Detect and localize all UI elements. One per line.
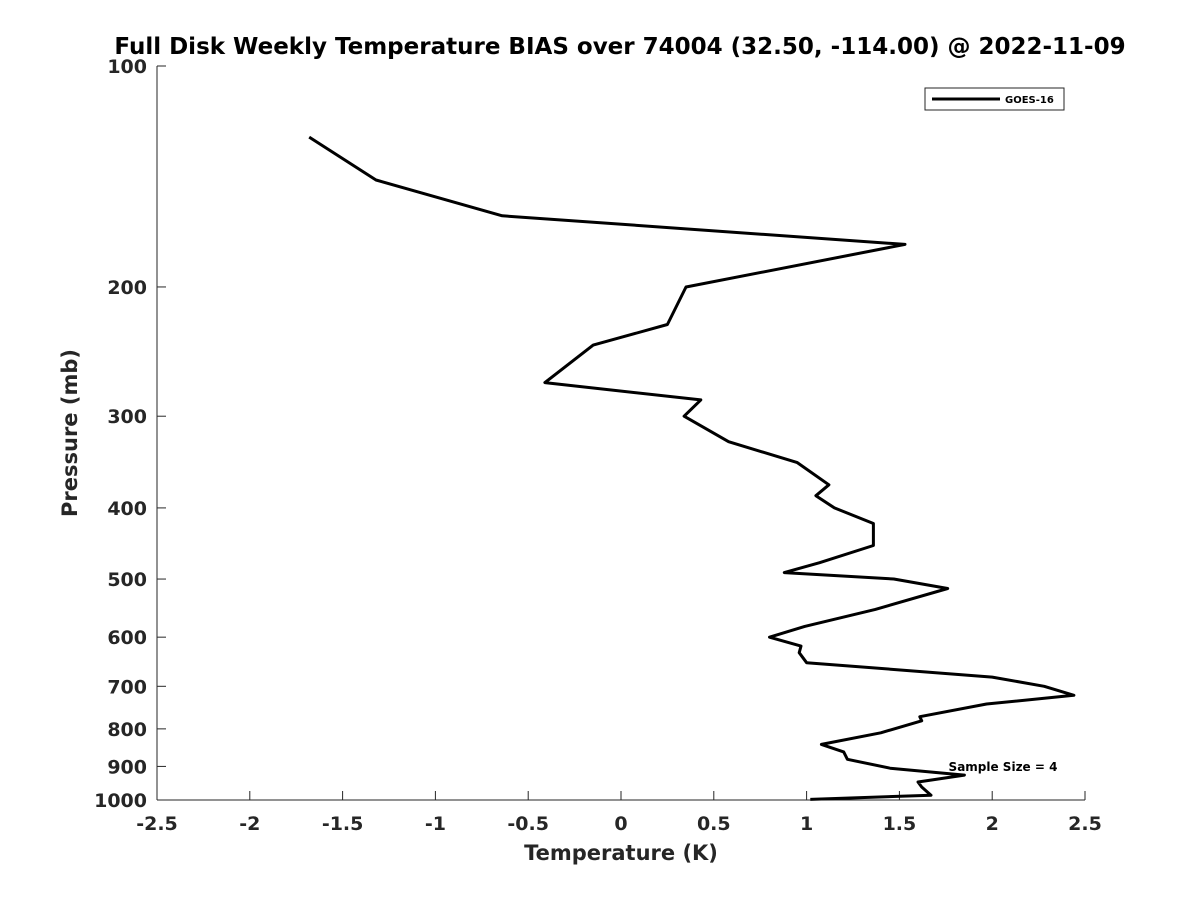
sample-size-annotation: Sample Size = 4 [949, 760, 1058, 774]
y-tick-label: 900 [107, 756, 147, 778]
x-tick-label: -2 [239, 813, 260, 835]
y-tick-label: 200 [107, 277, 147, 299]
y-tick-label: 400 [107, 498, 147, 520]
x-axis-label: Temperature (K) [524, 841, 718, 865]
y-axis-label: Pressure (mb) [58, 349, 82, 517]
x-axis-ticks: -2.5 -2 -1.5 -1 -0.5 0 0.5 1 1.5 2 2.5 [136, 791, 1102, 835]
x-tick-label: 2 [986, 813, 999, 835]
chart-title: Full Disk Weekly Temperature BIAS over 7… [114, 34, 1125, 60]
legend: GOES-16 [924, 87, 1065, 111]
x-tick-label: 0 [614, 813, 627, 835]
y-tick-label: 500 [107, 569, 147, 591]
legend-label-goes-16: GOES-16 [1005, 95, 1054, 106]
plot-area [156, 66, 1085, 801]
x-tick-label: 2.5 [1068, 813, 1102, 835]
y-tick-label: 700 [107, 676, 147, 698]
y-tick-label: 600 [107, 627, 147, 649]
series-group [308, 135, 1076, 801]
x-tick-label: -0.5 [507, 813, 549, 835]
series-line-goes-16 [308, 135, 1076, 801]
y-axis-ticks: 100 200 300 400 500 600 700 800 900 1000 [94, 56, 166, 812]
x-tick-label: -2.5 [136, 813, 178, 835]
y-tick-label: 300 [107, 406, 147, 428]
x-tick-label: 0.5 [697, 813, 731, 835]
y-tick-label: 800 [107, 719, 147, 741]
y-tick-label: 100 [107, 56, 147, 78]
x-tick-label: -1.5 [322, 813, 364, 835]
x-tick-label: -1 [425, 813, 446, 835]
y-tick-label: 1000 [94, 790, 147, 812]
x-tick-label: 1 [800, 813, 813, 835]
x-tick-label: 1.5 [883, 813, 917, 835]
